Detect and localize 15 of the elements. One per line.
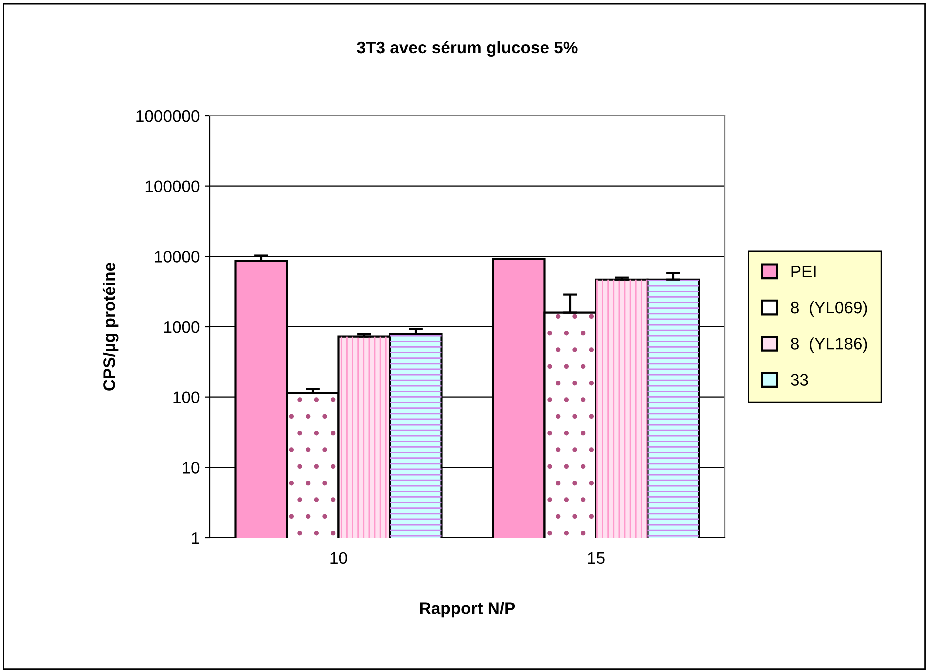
legend-label: PEI xyxy=(792,266,816,278)
y-tick-label: 1000 xyxy=(164,321,200,334)
y-axis-title: CPS/µg protéine xyxy=(102,263,119,391)
chart-title: 3T3 avec sérum glucose 5% xyxy=(357,41,578,58)
x-axis-title: Rapport N/P xyxy=(420,602,516,618)
legend-label: 8 (YL186) xyxy=(791,338,868,354)
x-tick-label: 15 xyxy=(588,552,605,564)
legend-label: 8 (YL069) xyxy=(791,301,868,317)
y-tick-label: 1 xyxy=(192,532,200,544)
y-tick-label: 100000 xyxy=(146,180,200,193)
y-tick-label: 10000 xyxy=(155,251,200,263)
y-tick-label: 10 xyxy=(183,462,200,474)
legend-label: 33 xyxy=(791,374,808,386)
y-tick-label: 100 xyxy=(174,392,200,404)
y-tick-label: 1000000 xyxy=(136,110,200,122)
